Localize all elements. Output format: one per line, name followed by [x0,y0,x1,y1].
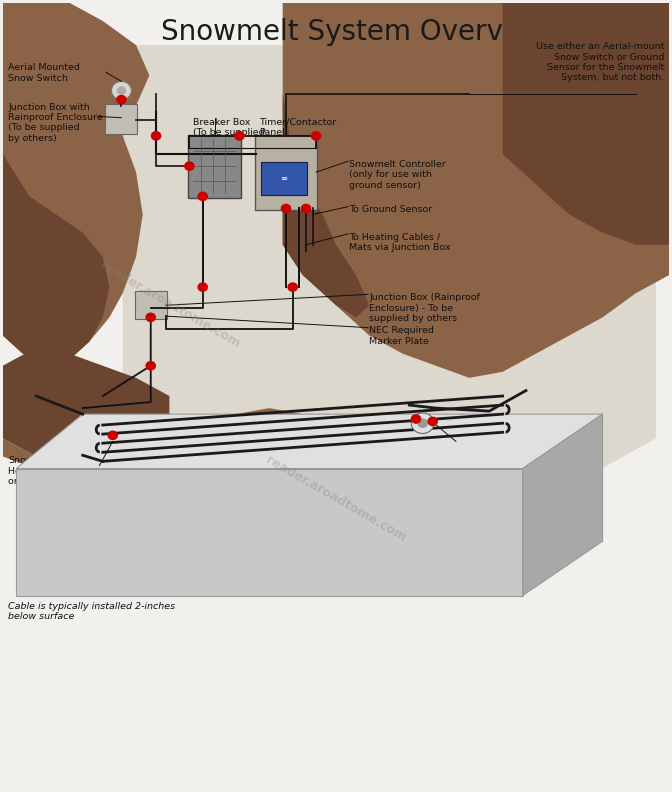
FancyBboxPatch shape [105,105,137,134]
Circle shape [411,414,421,424]
Circle shape [234,131,245,141]
Text: reader.aroadtome.com: reader.aroadtome.com [263,453,409,544]
Polygon shape [3,348,169,463]
Text: Snowmelt Controller
(only for use with
ground sensor): Snowmelt Controller (only for use with g… [349,160,446,190]
Polygon shape [123,45,656,499]
Text: NEC Required
Marker Plate: NEC Required Marker Plate [370,326,434,346]
Text: ≡: ≡ [280,173,288,183]
Circle shape [411,413,434,433]
Polygon shape [523,414,603,596]
Text: Junction Box (Rainproof
Enclosure) - To be
supplied by others: Junction Box (Rainproof Enclosure) - To … [370,293,480,323]
Text: Ground Sensor: Ground Sensor [456,451,526,459]
Text: Cable is typically installed 2-inches
below surface: Cable is typically installed 2-inches be… [8,602,175,621]
Circle shape [281,204,292,213]
Text: Use either an Aerial-mount
Snow Switch or Ground
Sensor for the Snowmelt
System,: Use either an Aerial-mount Snow Switch o… [536,42,664,82]
Polygon shape [503,3,669,245]
Text: To Ground Sensor: To Ground Sensor [349,205,433,215]
Circle shape [198,282,208,292]
Polygon shape [16,469,523,596]
Circle shape [145,313,156,322]
Circle shape [151,131,161,141]
Polygon shape [3,336,336,493]
Circle shape [427,417,438,426]
Circle shape [117,86,126,95]
Circle shape [300,204,311,213]
Circle shape [310,131,321,141]
Circle shape [116,95,127,105]
Text: Junction Box with
Rainproof Enclosure
(To be supplied
by others): Junction Box with Rainproof Enclosure (T… [8,103,103,143]
Circle shape [198,192,208,201]
FancyBboxPatch shape [261,162,307,195]
Polygon shape [283,93,370,318]
Circle shape [145,361,156,371]
Circle shape [184,162,195,171]
Polygon shape [3,154,110,366]
Circle shape [108,431,118,440]
Text: Aerial Mounted
Snow Switch: Aerial Mounted Snow Switch [8,63,80,82]
Text: Snowmelt System Overview: Snowmelt System Overview [161,18,550,46]
Text: Breaker Box
(To be supplied
by others): Breaker Box (To be supplied by others) [193,118,264,147]
Polygon shape [283,3,669,378]
Text: Timer/Contactor
Panel: Timer/Contactor Panel [259,118,337,137]
Text: To Heating Cables /
Mats via Junction Box: To Heating Cables / Mats via Junction Bo… [349,233,451,252]
Circle shape [112,82,132,100]
Polygon shape [16,414,603,469]
FancyBboxPatch shape [188,135,241,197]
FancyBboxPatch shape [255,135,317,210]
FancyBboxPatch shape [134,291,167,318]
Polygon shape [3,3,149,366]
Circle shape [417,418,428,428]
Text: Snowmelt
Heating Mat
or Cable: Snowmelt Heating Mat or Cable [8,456,66,486]
Circle shape [288,282,298,292]
Text: reader.aroadtome.com: reader.aroadtome.com [97,260,242,351]
